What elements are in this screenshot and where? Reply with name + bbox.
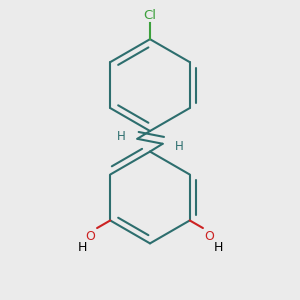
- Text: Cl: Cl: [143, 9, 157, 22]
- Text: H: H: [213, 241, 223, 254]
- Text: H: H: [175, 140, 184, 153]
- Text: O: O: [85, 230, 95, 243]
- Text: H: H: [77, 241, 87, 254]
- Text: O: O: [205, 230, 214, 243]
- Text: H: H: [116, 130, 125, 143]
